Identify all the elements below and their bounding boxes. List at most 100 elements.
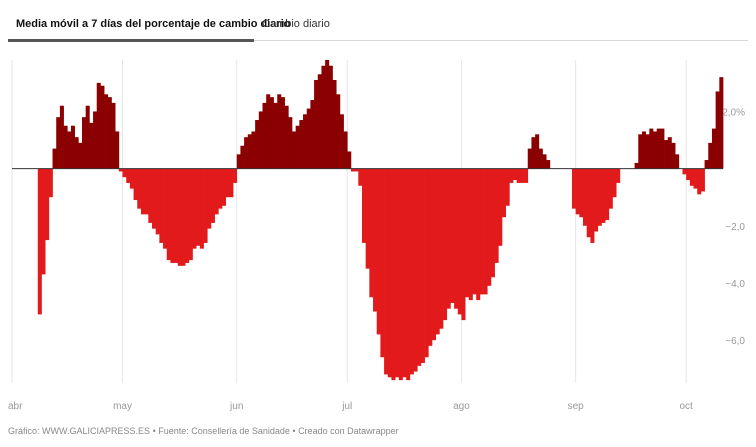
- footer-chart-source[interactable]: WWW.GALICIAPRESS.ES: [42, 426, 151, 436]
- bars: [37, 60, 724, 381]
- bar: [645, 134, 650, 169]
- bar: [384, 168, 389, 375]
- bar: [288, 117, 293, 169]
- bar: [269, 97, 274, 169]
- bar: [325, 60, 330, 169]
- bar: [667, 137, 672, 169]
- bar: [266, 94, 271, 169]
- bar: [273, 102, 278, 169]
- bar: [41, 168, 46, 275]
- bar: [494, 168, 499, 263]
- bar: [45, 168, 50, 241]
- bar: [409, 168, 414, 375]
- bar: [303, 114, 308, 169]
- bar: [317, 74, 322, 169]
- bar: [314, 80, 319, 169]
- bar: [697, 168, 702, 195]
- bar: [641, 131, 646, 169]
- bar: [78, 142, 83, 169]
- bar: [719, 77, 724, 169]
- bar: [56, 117, 61, 169]
- bar: [501, 168, 506, 218]
- bar: [700, 168, 705, 192]
- bar: [236, 154, 241, 169]
- tab-moving-average[interactable]: Media móvil a 7 días del porcentaje de c…: [16, 18, 291, 30]
- bar: [398, 168, 403, 381]
- bar: [148, 168, 153, 223]
- bar: [406, 168, 411, 381]
- bar: [93, 111, 98, 169]
- bar: [391, 168, 396, 381]
- x-tick-label: sep: [568, 401, 585, 412]
- bar: [185, 168, 190, 263]
- bar: [350, 168, 355, 172]
- x-tick-label: oct: [679, 401, 693, 412]
- bar: [177, 168, 182, 266]
- bar: [104, 94, 109, 169]
- bar: [122, 168, 127, 178]
- bar: [431, 168, 436, 341]
- bar: [483, 168, 488, 295]
- bar: [420, 168, 425, 363]
- bar: [365, 168, 370, 269]
- y-tick-label: −2,0: [725, 222, 745, 233]
- footer-separator: •: [292, 426, 296, 436]
- bar: [174, 168, 179, 263]
- bar: [100, 85, 105, 169]
- tab-daily-change[interactable]: Cambio diario: [262, 18, 330, 30]
- bar: [472, 168, 477, 295]
- bar: [575, 168, 580, 215]
- bar: [461, 168, 466, 321]
- bar: [137, 168, 142, 209]
- bar: [354, 168, 359, 172]
- bar: [380, 168, 385, 358]
- bar: [233, 168, 238, 183]
- bar: [535, 134, 540, 169]
- y-tick-label: −4,0: [725, 279, 745, 290]
- bar: [166, 168, 171, 261]
- bar: [115, 131, 120, 169]
- bar: [597, 168, 602, 226]
- bar: [443, 168, 448, 321]
- bar: [111, 102, 116, 169]
- bar: [612, 168, 617, 198]
- bar: [258, 111, 263, 169]
- bar: [704, 160, 709, 169]
- bar: [203, 168, 208, 243]
- bar: [711, 128, 716, 169]
- bar: [214, 168, 219, 215]
- bar: [402, 168, 407, 378]
- bar: [490, 168, 495, 278]
- x-tick-label: abr: [8, 401, 23, 412]
- bar: [240, 145, 245, 169]
- bar: [487, 168, 492, 286]
- footer-chart-label: Gráfico:: [8, 426, 40, 436]
- bar: [336, 94, 341, 169]
- bar: [387, 168, 392, 378]
- bar: [291, 131, 297, 169]
- bar: [538, 148, 543, 169]
- bar: [605, 168, 610, 221]
- bar: [192, 168, 197, 249]
- bar: [586, 168, 591, 238]
- footer-credit[interactable]: Creado con Datawrapper: [298, 426, 399, 436]
- bar: [247, 134, 252, 169]
- bar: [682, 168, 687, 175]
- bar: [347, 151, 352, 169]
- bar: [244, 137, 249, 169]
- bar: [170, 168, 175, 263]
- bar: [133, 168, 138, 201]
- bar: [52, 148, 57, 169]
- bar: [498, 168, 503, 246]
- x-tick-label: jun: [229, 401, 243, 412]
- bar: [376, 168, 381, 335]
- bar: [144, 168, 149, 215]
- bar: [505, 168, 510, 206]
- bar: [638, 134, 643, 169]
- bar: [188, 168, 193, 261]
- bar: [299, 120, 304, 169]
- bar: [155, 168, 160, 235]
- bar: [653, 131, 658, 169]
- bar: [361, 168, 366, 243]
- bar: [417, 168, 422, 366]
